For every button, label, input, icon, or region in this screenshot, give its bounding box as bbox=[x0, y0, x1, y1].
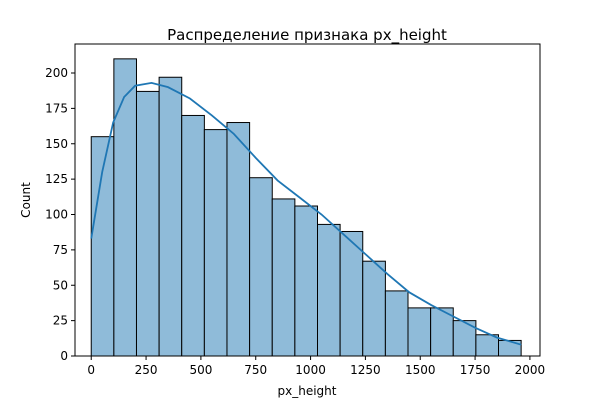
y-tick-label: 75 bbox=[53, 243, 68, 257]
x-tick-label: 1250 bbox=[350, 363, 381, 377]
y-tick-label: 175 bbox=[45, 101, 68, 115]
bar bbox=[271, 198, 296, 357]
bar bbox=[407, 307, 432, 357]
plot-frame bbox=[74, 43, 541, 357]
x-tick-label: 500 bbox=[189, 363, 212, 377]
bar bbox=[384, 290, 409, 357]
x-tick-label: 1000 bbox=[295, 363, 326, 377]
y-tick-label: 125 bbox=[45, 172, 68, 186]
y-tick-label: 50 bbox=[53, 278, 68, 292]
x-tick-label: 0 bbox=[87, 363, 95, 377]
bar bbox=[362, 260, 386, 357]
bar bbox=[226, 122, 251, 357]
y-tick-label: 200 bbox=[45, 66, 68, 80]
bar bbox=[113, 58, 137, 357]
bar bbox=[339, 230, 364, 357]
x-tick-label: 250 bbox=[135, 363, 158, 377]
bar bbox=[203, 129, 228, 357]
bar bbox=[475, 334, 500, 357]
bar bbox=[294, 205, 319, 357]
y-tick-label: 25 bbox=[53, 314, 68, 328]
x-axis-label: px_height bbox=[278, 384, 337, 398]
y-tick-label: 100 bbox=[45, 208, 68, 222]
x-tick-label: 1500 bbox=[405, 363, 436, 377]
bar bbox=[158, 76, 183, 357]
bar bbox=[135, 90, 160, 357]
y-tick-label: 0 bbox=[60, 349, 68, 363]
x-tick-label: 1750 bbox=[460, 363, 491, 377]
bar bbox=[249, 177, 273, 357]
x-tick-label: 2000 bbox=[515, 363, 546, 377]
x-tick-label: 750 bbox=[244, 363, 267, 377]
bar bbox=[317, 223, 341, 357]
y-axis-label: Count bbox=[19, 182, 33, 218]
bar bbox=[181, 114, 205, 357]
y-tick-label: 150 bbox=[45, 137, 68, 151]
chart-title: Распределение признака px_height bbox=[167, 26, 447, 45]
kde-line bbox=[90, 81, 522, 346]
